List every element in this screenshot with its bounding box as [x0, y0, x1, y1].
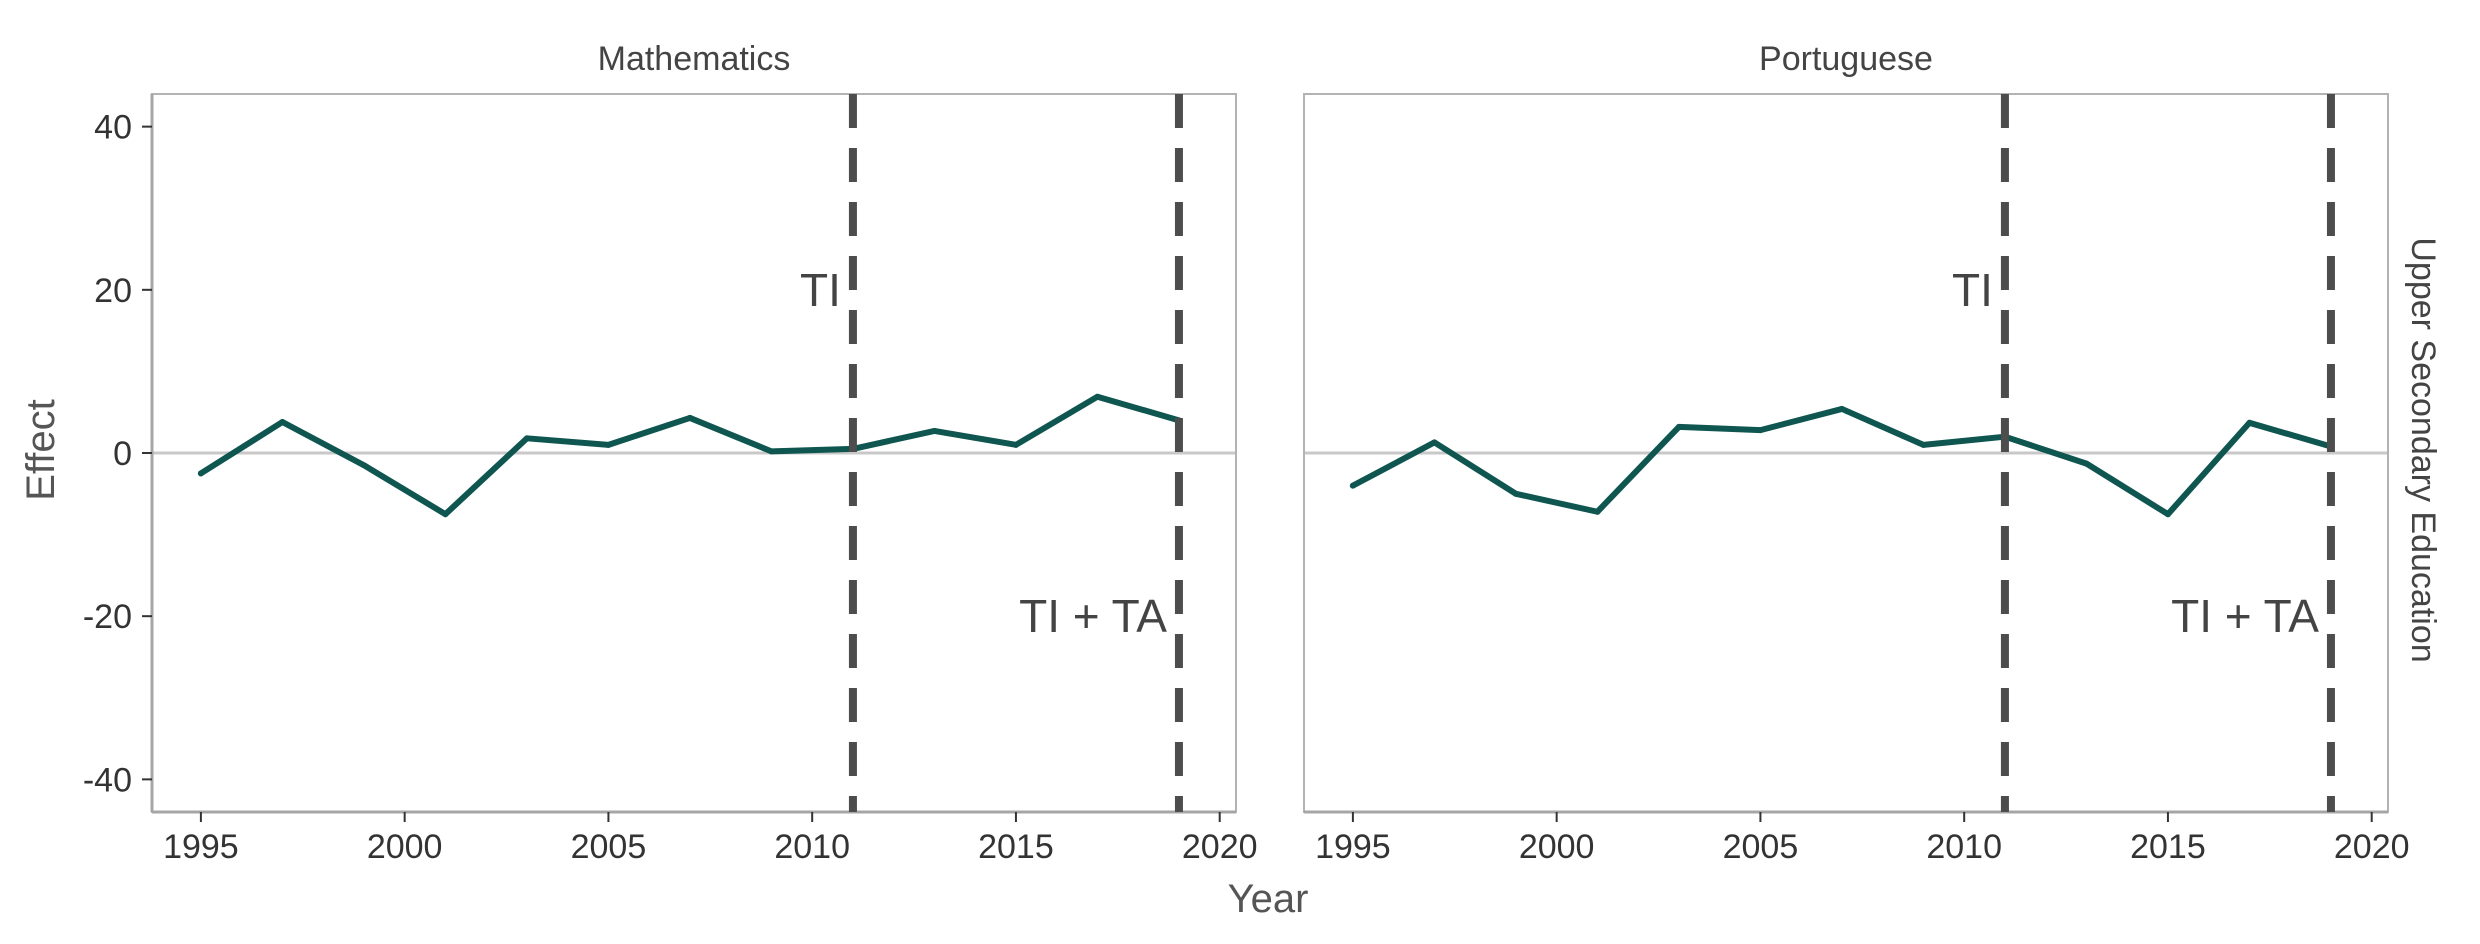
x-tick-label: 2015: [2130, 828, 2206, 866]
panel-1: Portuguese 1995 2000 2005 2010 2015 2020 TI TI +…: [1303, 40, 2410, 866]
event-label: TI + TA: [2171, 590, 2319, 642]
data-point: [1920, 441, 1927, 448]
data-point: [686, 414, 693, 421]
x-tick-label: 2015: [978, 828, 1054, 866]
x-tick-label: 2000: [1519, 828, 1595, 866]
data-point: [1431, 439, 1438, 446]
data-point: [768, 448, 775, 455]
y-tick-label: -20: [83, 598, 132, 636]
data-point: [1012, 441, 1019, 448]
x-tick-label: 2005: [571, 828, 647, 866]
y-tick-label: 20: [94, 272, 132, 310]
x-tick-label: 2010: [774, 828, 850, 866]
x-tick-label: 2010: [1926, 828, 2002, 866]
x-tick-label: 2020: [2334, 828, 2410, 866]
data-point: [523, 435, 530, 442]
x-axis-title: Year: [1228, 877, 1309, 921]
data-point: [2164, 511, 2171, 518]
x-tick-label: 2005: [1723, 828, 1799, 866]
data-point: [2083, 460, 2090, 467]
data-point: [1675, 423, 1682, 430]
data-point: [605, 441, 612, 448]
data-point: [279, 418, 286, 425]
y-tick-label: 40: [94, 109, 132, 147]
data-point: [1757, 427, 1764, 434]
data-point: [1349, 482, 1356, 489]
data-point: [1594, 508, 1601, 515]
panel-title: Portuguese: [1759, 40, 1933, 78]
x-tick-label: 1995: [1315, 828, 1391, 866]
data-point: [442, 511, 449, 518]
data-point: [1512, 490, 1519, 497]
series-line: [1349, 405, 2334, 518]
y-axis-title: Effect: [19, 399, 63, 501]
x-tick-label: 2020: [1182, 828, 1258, 866]
y-tick-label: 0: [113, 435, 132, 473]
data-point: [360, 462, 367, 469]
panel-title: Mathematics: [598, 40, 791, 78]
x-tick-label: 1995: [163, 828, 239, 866]
y-tick-label: -40: [83, 761, 132, 799]
data-point: [931, 427, 938, 434]
event-label: TI: [800, 264, 841, 316]
data-point: [2246, 419, 2253, 426]
x-tick-label: 2000: [367, 828, 443, 866]
series-line: [197, 393, 1182, 518]
data-point: [1094, 393, 1101, 400]
panel-0: Mathematics 1995 2000 2005 2010 2015 2020 40 20 0…: [83, 40, 1258, 866]
event-label: TI: [1952, 264, 1993, 316]
row-strip-label: Upper Secondary Education: [2404, 237, 2442, 662]
event-label: TI + TA: [1019, 590, 1167, 642]
data-point: [197, 470, 204, 477]
data-point: [1838, 405, 1845, 412]
